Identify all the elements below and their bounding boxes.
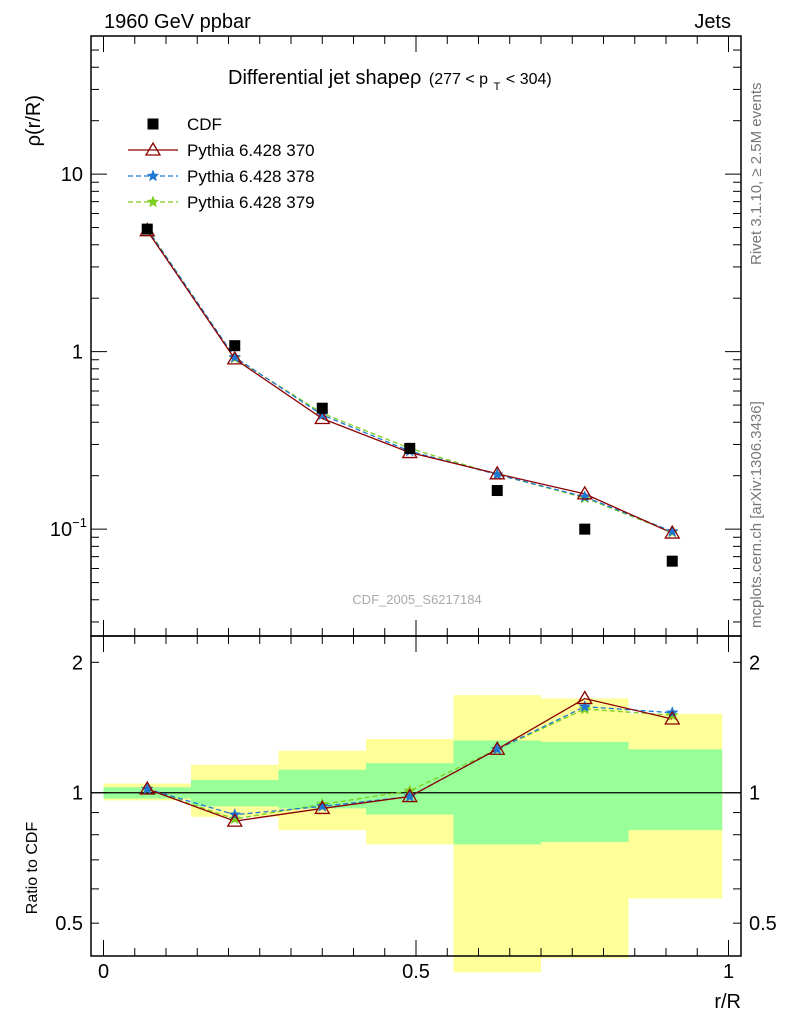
- main-point-pythia-6-428-370: [664, 524, 681, 539]
- main-point-pythia-6-428-378: [228, 350, 242, 363]
- main-point-pythia-6-428-370: [314, 410, 331, 425]
- chart-title: Differential jet shapeρ (277 < p T < 304…: [228, 67, 552, 95]
- main-line-pythia-6-428-379: [146, 227, 673, 533]
- main-point-pythia-6-428-370: [576, 485, 593, 500]
- ratio-point-pythia-6-428-378: [403, 789, 417, 802]
- main-line-pythia-6-428-370: [146, 230, 673, 534]
- rivet-version-label: Rivet 3.1.10, ≥ 2.5M events: [748, 83, 765, 266]
- main-point-cdf: [141, 223, 153, 235]
- ratio-ytick-label: 1: [72, 783, 83, 805]
- ratio-ytick-label-right: 2: [749, 652, 760, 674]
- main-point-pythia-6-428-378: [490, 467, 504, 480]
- xtick-label: 0.5: [402, 961, 430, 983]
- main-tick-labels: 10 1 10−1: [50, 164, 87, 541]
- main-series-markers: [139, 221, 681, 567]
- main-panel: 10 1 10−1 ρ(r/R) Differential jet shapeρ (…: [23, 35, 742, 637]
- ratio-point-pythia-6-428-378: [315, 799, 329, 812]
- ratio-ytick-label: 0.5: [55, 913, 83, 935]
- main-ytick-label: 1: [72, 342, 83, 364]
- ratio-y-axis-label: Ratio to CDF: [24, 822, 41, 915]
- main-ytick-label: 10: [61, 164, 83, 186]
- ratio-point-pythia-6-428-379: [228, 812, 242, 825]
- ratio-point-pythia-6-428-370: [664, 710, 681, 725]
- ratio-ytick-label: 2: [72, 652, 83, 674]
- ratio-tick-labels: 2 1 0.5 2 1 0.5 0 0.5 1: [55, 652, 777, 983]
- legend-label-cdf: CDF: [187, 115, 222, 134]
- chart-title-range: (277 < p: [429, 71, 488, 88]
- legend-marker-pythia-6-428-378: [146, 169, 160, 182]
- main-point-pythia-6-428-370: [489, 465, 506, 480]
- main-point-cdf: [666, 555, 678, 567]
- main-y-axis-label: ρ(r/R): [23, 95, 45, 146]
- chart-title-sub: T: [494, 81, 501, 93]
- main-point-pythia-6-428-378: [665, 524, 679, 537]
- ratio-point-pythia-6-428-370: [226, 812, 243, 827]
- ratio-point-pythia-6-428-370: [489, 740, 506, 755]
- main-point-cdf: [404, 442, 416, 454]
- chart-title-main: Differential jet shapeρ: [228, 67, 421, 89]
- chart-title-range-end: < 304): [506, 71, 552, 88]
- xtick-label: 1: [723, 961, 734, 983]
- x-axis-label: r/R: [714, 991, 741, 1013]
- ratio-point-pythia-6-428-370: [139, 780, 156, 795]
- ratio-panel: 2 1 0.5 2 1 0.5 0 0.5 1 Ratio to CDF r/R: [24, 635, 777, 1013]
- ratio-point-pythia-6-428-378: [578, 699, 592, 713]
- main-series-lines: [146, 227, 673, 534]
- ratio-band-inner: [541, 741, 629, 842]
- main-point-cdf: [316, 402, 328, 414]
- ratio-uncertainty-bands: [103, 695, 723, 973]
- main-ytick-label: 10−1: [50, 515, 87, 541]
- legend-label-pythia-6-428-370: Pythia 6.428 370: [187, 141, 315, 160]
- legend-marker-pythia-6-428-370: [144, 141, 162, 156]
- analysis-id-label: CDF_2005_S6217184: [352, 592, 481, 607]
- header-left-label: 1960 GeV ppbar: [104, 11, 251, 33]
- ratio-point-pythia-6-428-370: [314, 800, 331, 815]
- main-line-pythia-6-428-378: [146, 228, 673, 533]
- legend-marker-pythia-6-428-379: [146, 195, 160, 208]
- ratio-point-pythia-6-428-370: [401, 788, 418, 803]
- legend-label-pythia-6-428-378: Pythia 6.428 378: [187, 167, 315, 186]
- main-ticks: [91, 35, 741, 636]
- ratio-point-pythia-6-428-378: [490, 742, 504, 755]
- header-right-label: Jets: [694, 11, 731, 33]
- ratio-ticks: [91, 636, 741, 956]
- ratio-ytick-label-right: 0.5: [749, 913, 777, 935]
- mcplots-label: mcplots.cern.ch [arXiv:1306.3436]: [748, 401, 765, 628]
- legend-marker-cdf: [147, 118, 159, 130]
- legend-label-pythia-6-428-379: Pythia 6.428 379: [187, 193, 315, 212]
- main-point-cdf: [229, 340, 241, 352]
- main-point-pythia-6-428-370: [226, 350, 243, 365]
- main-point-cdf: [579, 523, 591, 535]
- legend: CDF Pythia 6.428 370 Pythia 6.428 378 Pythi…: [128, 115, 315, 212]
- ratio-ytick-label-right: 1: [749, 783, 760, 805]
- ratio-band-inner: [628, 749, 723, 831]
- main-point-cdf: [491, 485, 503, 497]
- xtick-label: 0: [98, 961, 109, 983]
- ratio-series-markers: [139, 690, 681, 827]
- ratio-point-pythia-6-428-378: [140, 782, 154, 795]
- ratio-point-pythia-6-428-370: [576, 690, 593, 705]
